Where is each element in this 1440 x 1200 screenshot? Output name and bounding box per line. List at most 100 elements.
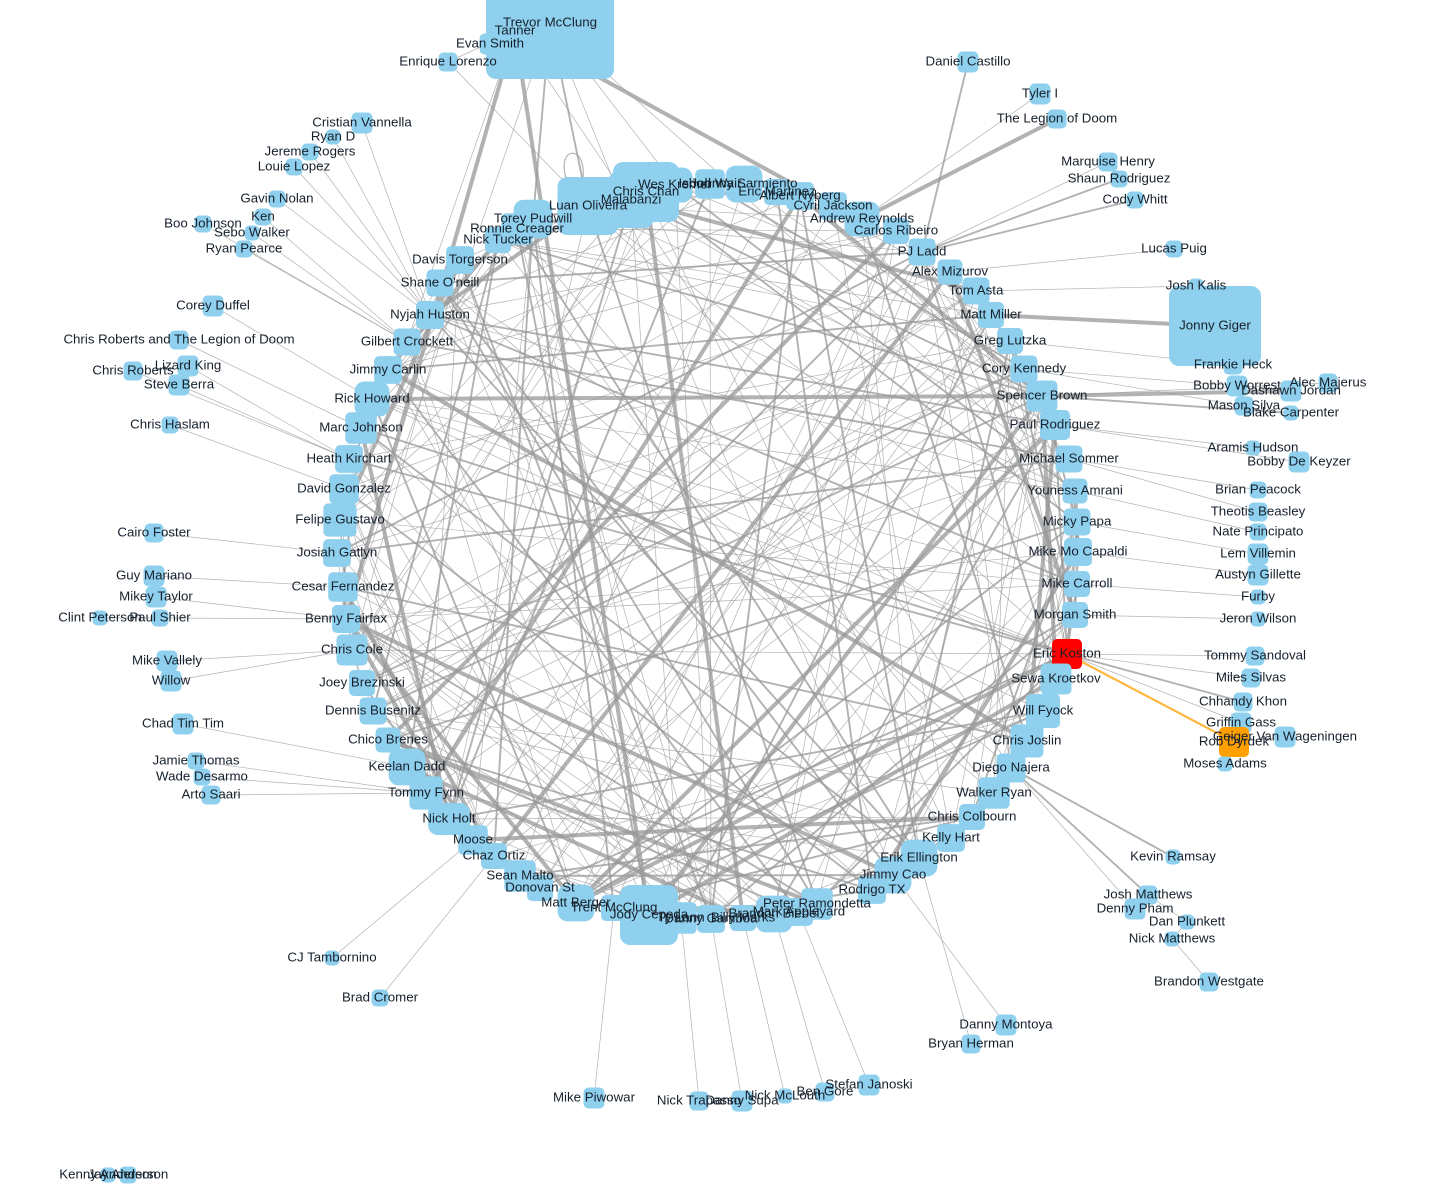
svg-text:Chad Tim Tim: Chad Tim Tim [142,716,224,731]
svg-text:Josiah Gatlyn: Josiah Gatlyn [297,545,378,560]
svg-text:Matt Miller: Matt Miller [960,307,1022,322]
svg-text:Dan Plunkett: Dan Plunkett [1149,914,1225,929]
svg-text:David Gonzalez: David Gonzalez [297,481,391,496]
svg-text:Chico Brenes: Chico Brenes [348,732,428,747]
svg-text:Bobby De Keyzer: Bobby De Keyzer [1247,454,1351,469]
svg-text:Trevor McClung: Trevor McClung [503,15,597,30]
svg-text:Diego Najera: Diego Najera [972,760,1050,775]
svg-text:Josh Kalis: Josh Kalis [1166,278,1227,293]
svg-text:Nyjah Huston: Nyjah Huston [390,307,470,322]
svg-text:Marc Johnson: Marc Johnson [319,420,403,435]
svg-text:Theotis Beasley: Theotis Beasley [1211,504,1306,519]
svg-text:CJ Tambornino: CJ Tambornino [287,950,376,965]
svg-text:Chris Cole: Chris Cole [321,642,383,657]
svg-text:Matt Berger: Matt Berger [541,895,611,910]
svg-text:Felipe Gustavo: Felipe Gustavo [295,512,384,527]
svg-text:PJ Ladd: PJ Ladd [898,244,947,259]
svg-text:Will Fyock: Will Fyock [1013,703,1074,718]
svg-text:Eric Koston: Eric Koston [1033,646,1101,661]
svg-text:Nick Trapasso: Nick Trapasso [657,1093,741,1108]
svg-text:Youness Amrani: Youness Amrani [1027,483,1123,498]
svg-text:Evan Smith: Evan Smith [456,36,524,51]
svg-text:Wade Desarmo: Wade Desarmo [156,769,248,784]
svg-text:Erik Ellington: Erik Ellington [880,850,958,865]
svg-text:Blake Carpenter: Blake Carpenter [1243,405,1340,420]
svg-text:Greg Lutzka: Greg Lutzka [974,333,1047,348]
svg-text:Ryan D: Ryan D [311,129,355,144]
svg-text:Marquise Henry: Marquise Henry [1061,154,1155,169]
svg-text:Mike Piwowar: Mike Piwowar [553,1090,636,1105]
svg-text:Mikey Taylor: Mikey Taylor [119,589,193,604]
svg-text:Tom Asta: Tom Asta [949,283,1004,298]
svg-text:Ken: Ken [251,209,275,224]
svg-text:Benny Fairfax: Benny Fairfax [305,611,387,626]
svg-text:Paul Rodriguez: Paul Rodriguez [1010,417,1101,432]
svg-text:Davis Torgerson: Davis Torgerson [412,252,508,267]
svg-text:Bryan Herman: Bryan Herman [928,1036,1014,1051]
svg-text:Danny Montoya: Danny Montoya [959,1017,1053,1032]
svg-text:Miles Silvas: Miles Silvas [1216,670,1287,685]
svg-text:Moose: Moose [453,832,493,847]
svg-text:Cesar Fernandez: Cesar Fernandez [292,579,395,594]
svg-text:Cory Kennedy: Cory Kennedy [982,361,1067,376]
svg-text:Sebo Walker: Sebo Walker [214,225,290,240]
svg-text:Brandon Westgate: Brandon Westgate [1154,974,1264,989]
svg-text:Kevin Ramsay: Kevin Ramsay [1130,849,1216,864]
svg-text:Ryan Pearce: Ryan Pearce [206,241,283,256]
svg-text:Jereme Rogers: Jereme Rogers [265,144,356,159]
svg-text:Austyn Gillette: Austyn Gillette [1215,567,1301,582]
svg-text:Lem Villemin: Lem Villemin [1220,546,1296,561]
svg-text:Cristian Vannella: Cristian Vannella [312,115,412,130]
svg-text:Chris Roberts and The Legion o: Chris Roberts and The Legion of Doom [63,332,294,347]
svg-text:The Legion of Doom: The Legion of Doom [997,111,1117,126]
svg-text:Louie Lopez: Louie Lopez [258,159,330,174]
svg-text:Gavin Nolan: Gavin Nolan [240,191,313,206]
svg-text:Jeron Wilson: Jeron Wilson [1220,611,1297,626]
svg-text:Chris Haslam: Chris Haslam [130,417,210,432]
svg-text:Geiger Van Wageningen: Geiger Van Wageningen [1213,729,1357,744]
svg-text:Micky Papa: Micky Papa [1043,514,1112,529]
svg-text:Jimmy Cao: Jimmy Cao [860,867,927,882]
svg-text:Frankie Heck: Frankie Heck [1194,357,1273,372]
svg-text:Keelan Dadd: Keelan Dadd [369,759,446,774]
svg-text:Tommy Fynn: Tommy Fynn [388,785,464,800]
svg-text:Rick Howard: Rick Howard [334,391,409,406]
svg-text:Chris Joslin: Chris Joslin [993,733,1062,748]
svg-text:Nate Principato: Nate Principato [1213,524,1304,539]
svg-text:Chris Colbourn: Chris Colbourn [928,809,1017,824]
svg-text:Paul Shier: Paul Shier [129,610,191,625]
svg-text:Guy Mariano: Guy Mariano [116,568,192,583]
svg-text:Rodrigo TX: Rodrigo TX [838,882,905,897]
svg-text:Chaz Ortiz: Chaz Ortiz [463,848,526,863]
svg-text:Michael Sommer: Michael Sommer [1019,451,1119,466]
svg-text:Jay Anderson: Jay Anderson [88,1167,169,1182]
svg-text:Aramis Hudson: Aramis Hudson [1208,440,1299,455]
svg-text:Torey Pudwill: Torey Pudwill [494,211,572,226]
svg-text:Mike Mo Capaldi: Mike Mo Capaldi [1028,544,1127,559]
svg-text:Lucas Puig: Lucas Puig [1141,241,1207,256]
svg-text:Walker Ryan: Walker Ryan [956,785,1032,800]
svg-text:Enrique Lorenzo: Enrique Lorenzo [399,54,497,69]
svg-text:Cairo Foster: Cairo Foster [117,525,191,540]
svg-text:Alex Mizurov: Alex Mizurov [912,264,988,279]
svg-text:Brian Peacock: Brian Peacock [1215,482,1301,497]
svg-text:Joey Brezinski: Joey Brezinski [319,675,405,690]
svg-text:Sewa Kroetkov: Sewa Kroetkov [1011,671,1101,686]
svg-text:Gilbert Crockett: Gilbert Crockett [361,334,454,349]
svg-text:Spencer Brown: Spencer Brown [997,388,1088,403]
svg-text:Mike Vallely: Mike Vallely [132,653,202,668]
svg-text:Moses Adams: Moses Adams [1183,756,1267,771]
svg-text:Lizard King: Lizard King [155,358,222,373]
svg-text:Griffin Gass: Griffin Gass [1206,715,1276,730]
svg-text:Josh Matthews: Josh Matthews [1104,887,1193,902]
svg-text:Steve Berra: Steve Berra [144,377,215,392]
svg-text:Tyler I: Tyler I [1022,86,1058,101]
svg-text:Sean Malto: Sean Malto [486,868,553,883]
svg-text:Brad Cromer: Brad Cromer [342,990,419,1005]
svg-text:Furby: Furby [1241,589,1275,604]
svg-text:Jonny Giger: Jonny Giger [1179,318,1251,333]
svg-text:Nick Holt: Nick Holt [422,811,475,826]
svg-text:Arto Saari: Arto Saari [181,787,240,802]
svg-text:Corey Duffel: Corey Duffel [176,298,250,313]
svg-text:Morgan Smith: Morgan Smith [1034,607,1117,622]
